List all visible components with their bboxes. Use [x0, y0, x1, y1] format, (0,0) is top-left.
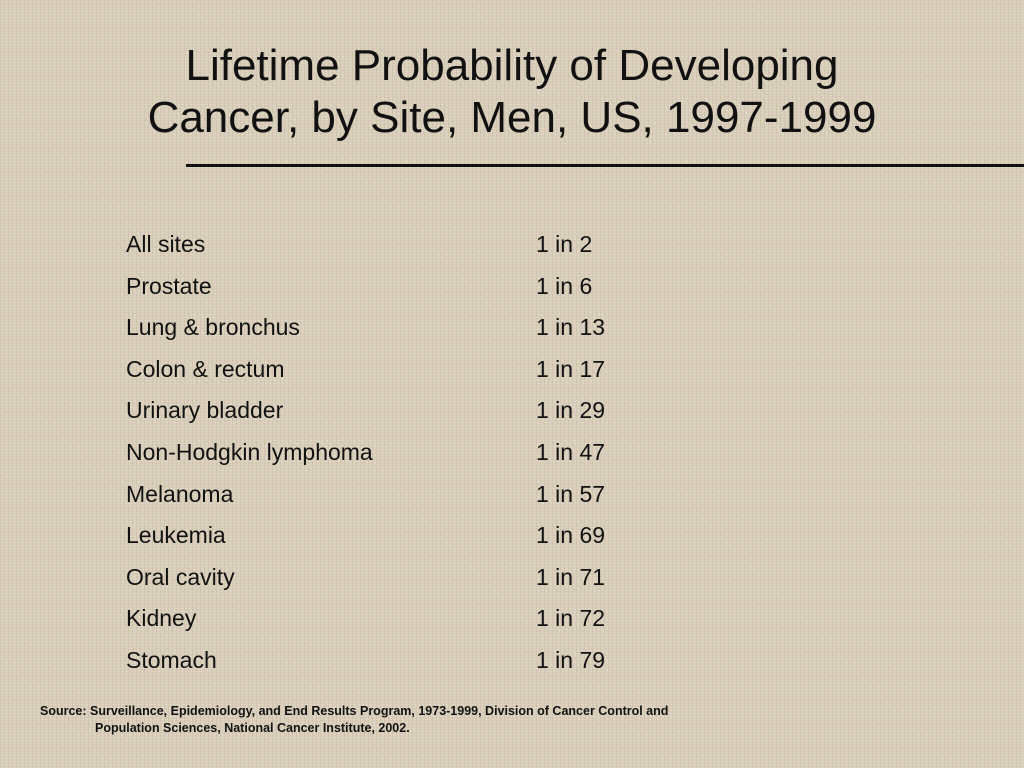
- title-line-2: Cancer, by Site, Men, US, 1997-1999: [147, 93, 877, 142]
- table-row: Kidney 1 in 72: [126, 598, 726, 640]
- site-label: All sites: [126, 231, 206, 257]
- source-line-2: Population Sciences, National Cancer Ins…: [95, 721, 410, 735]
- table-row: Oral cavity 1 in 71: [126, 557, 726, 599]
- site-label: Non-Hodgkin lymphoma: [126, 438, 373, 465]
- probability-value: 1 in 13: [536, 314, 606, 341]
- probability-value: 1 in 2: [536, 231, 593, 257]
- site-label: Lung & bronchus: [126, 314, 300, 341]
- table-row: All sites 1 in 2: [126, 224, 726, 266]
- probability-value: 1 in 69: [536, 522, 606, 549]
- slide-title: Lifetime Probability of Developing Cance…: [60, 40, 964, 144]
- site-label: Urinary bladder: [126, 397, 284, 424]
- source-line-1: Source: Surveillance, Epidemiology, and …: [40, 704, 669, 718]
- table-row: Colon & rectum 1 in 17: [126, 349, 726, 391]
- site-label: Colon & rectum: [126, 355, 285, 382]
- site-label: Leukemia: [126, 522, 226, 549]
- probability-value: 1 in 17: [536, 355, 606, 382]
- table-row: Lung & bronchus 1 in 13: [126, 307, 726, 349]
- table-row: Prostate 1 in 6: [126, 266, 726, 308]
- title-line-1: Lifetime Probability of Developing: [185, 41, 839, 90]
- probability-value: 1 in 79: [536, 646, 606, 673]
- site-label: Melanoma: [126, 480, 234, 507]
- probability-value: 1 in 6: [536, 272, 593, 299]
- probability-table: All sites 1 in 2 Prostate 1 in 6 Lung & …: [126, 224, 726, 682]
- probability-value: 1 in 47: [536, 438, 606, 465]
- table-row: Urinary bladder 1 in 29: [126, 390, 726, 432]
- site-label: Kidney: [126, 605, 197, 632]
- table-row: Stomach 1 in 79: [126, 640, 726, 682]
- site-label: Prostate: [126, 272, 212, 299]
- probability-value: 1 in 71: [536, 563, 606, 590]
- title-underline: [186, 164, 1024, 167]
- probability-value: 1 in 29: [536, 397, 606, 424]
- probability-value: 1 in 72: [536, 605, 606, 632]
- probability-value: 1 in 57: [536, 480, 606, 507]
- site-label: Stomach: [126, 646, 217, 673]
- table-row: Non-Hodgkin lymphoma 1 in 47: [126, 432, 726, 474]
- source-citation: Source: Surveillance, Epidemiology, and …: [40, 703, 800, 737]
- table-row: Melanoma 1 in 57: [126, 474, 726, 516]
- table-row: Leukemia 1 in 69: [126, 515, 726, 557]
- site-label: Oral cavity: [126, 563, 235, 590]
